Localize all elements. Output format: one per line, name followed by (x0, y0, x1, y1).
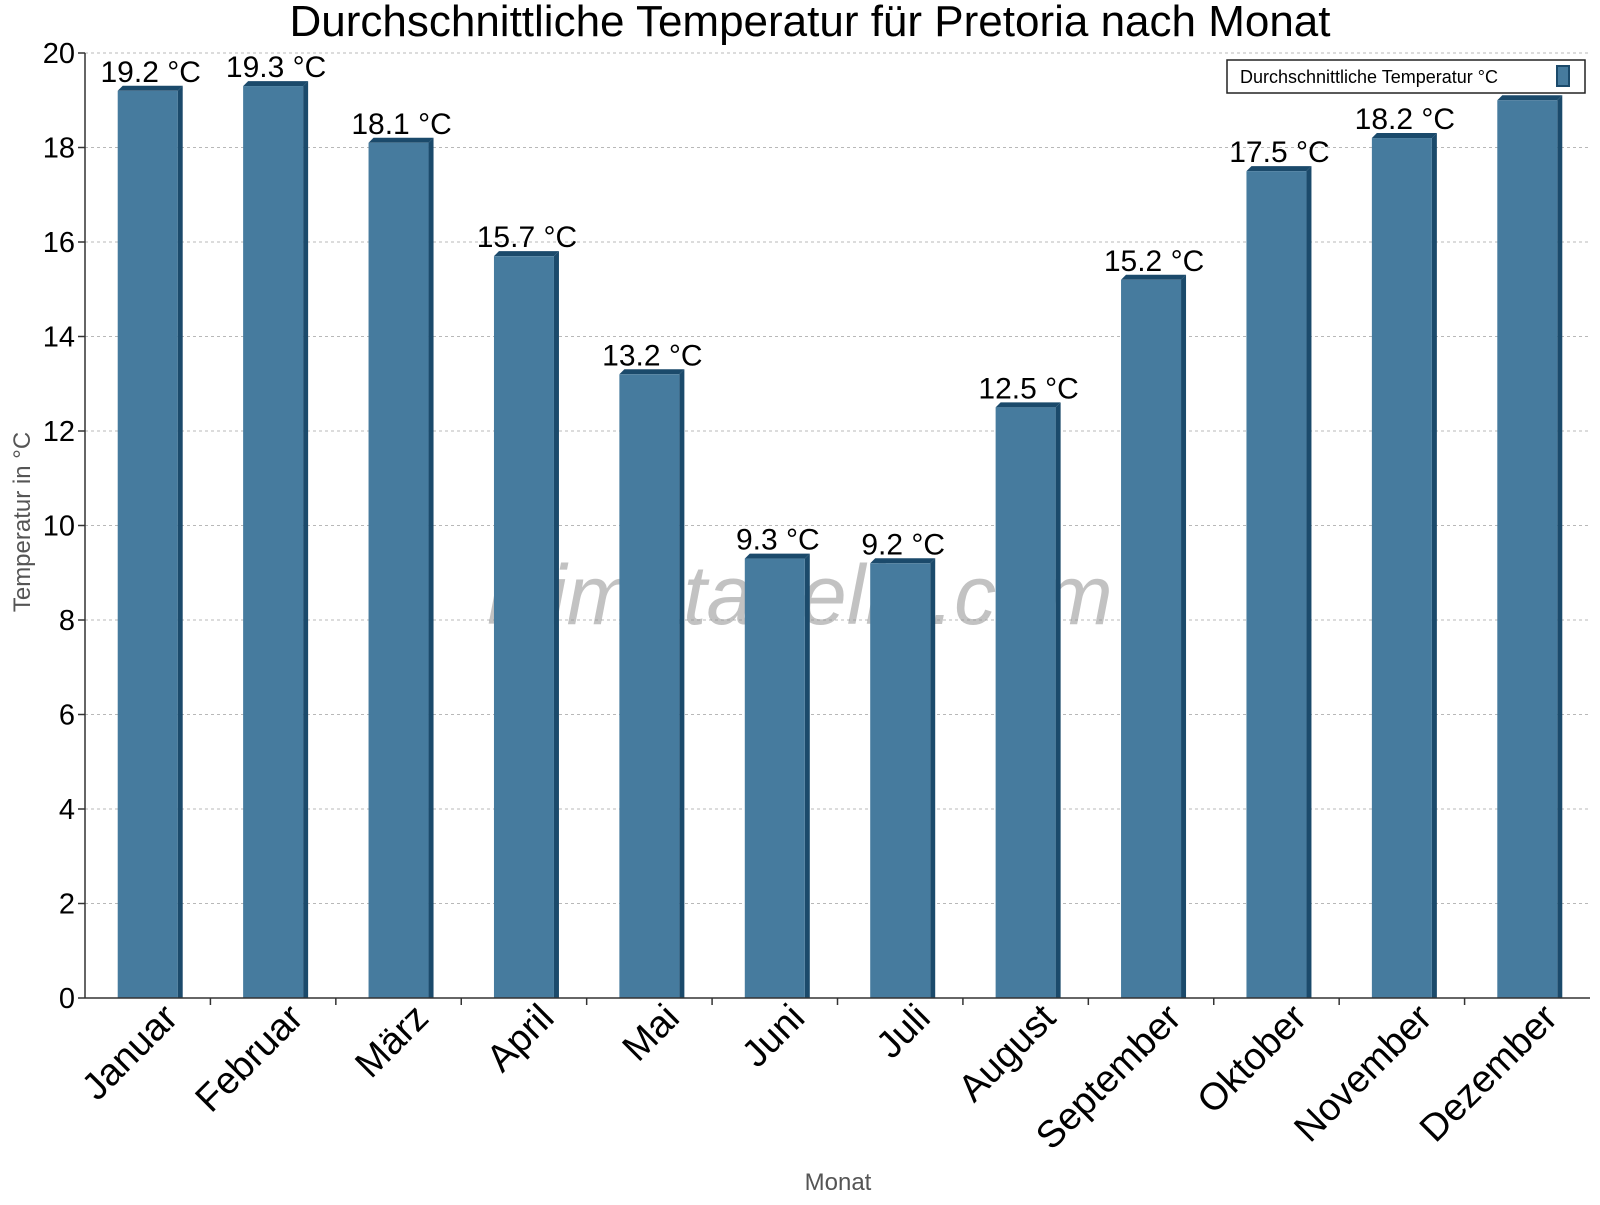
y-tick-label: 8 (59, 605, 75, 637)
bar-top (1246, 166, 1312, 172)
data-label: 19.3 °C (226, 51, 326, 84)
bar-top (368, 137, 434, 143)
bar-face (619, 374, 680, 998)
bar-9 (1121, 274, 1187, 998)
data-label: 9.2 °C (861, 528, 945, 561)
y-tick-label: 16 (43, 227, 75, 259)
bar-2 (243, 81, 309, 998)
data-label: 13.2 °C (602, 339, 702, 372)
bar-side (1181, 274, 1187, 998)
bar-top (744, 553, 810, 559)
y-tick-label: 14 (43, 322, 75, 354)
x-tick-label: August (951, 996, 1065, 1110)
bar-top (870, 558, 936, 564)
bar-face (243, 86, 304, 998)
bar-6 (744, 553, 810, 998)
data-label: 18.2 °C (1355, 103, 1455, 136)
y-tick-label: 0 (59, 983, 75, 1015)
x-tick-label: Oktober (1190, 996, 1316, 1122)
bar-3 (368, 137, 434, 998)
bar-side (177, 85, 183, 999)
y-tick-label: 12 (43, 416, 75, 448)
bar-face (368, 142, 429, 998)
data-label: 18.1 °C (351, 108, 451, 141)
bar-5 (619, 369, 685, 998)
x-tick-label: Mai (615, 997, 688, 1070)
bar-face (744, 558, 805, 998)
bar-face (1497, 100, 1558, 998)
bar-top (117, 85, 183, 91)
bar-side (1306, 166, 1312, 998)
bar-top (1497, 95, 1563, 101)
y-tick-label: 20 (43, 38, 75, 70)
bar-side (679, 369, 685, 998)
grid-lines (85, 52, 1590, 904)
y-tick-label: 18 (43, 133, 75, 165)
bars (117, 81, 1563, 999)
bar-top (1371, 133, 1437, 139)
bar-10 (1246, 166, 1312, 998)
data-label: 12.5 °C (978, 372, 1078, 405)
bar-1 (117, 85, 183, 999)
bar-face (493, 256, 554, 998)
x-tick-label: Dezember (1412, 996, 1566, 1150)
x-tick-label: März (347, 997, 436, 1086)
legend-label: Durchschnittliche Temperatur °C (1240, 67, 1498, 87)
bar-top (619, 369, 685, 375)
legend-box (1226, 59, 1586, 94)
x-tick-label: Januar (74, 996, 186, 1108)
data-label: 19.2 °C (101, 56, 201, 89)
bar-face (995, 407, 1056, 998)
x-tick-label: April (479, 997, 562, 1080)
bar-face (870, 563, 931, 998)
x-tick-label: Februar (188, 996, 312, 1120)
y-axis-label: Temperatur in °C (9, 432, 36, 612)
legend-swatch (1556, 65, 1570, 87)
bar-face (1371, 138, 1432, 999)
y-tick-label: 4 (59, 794, 75, 826)
bar-side (1557, 95, 1563, 998)
bar-face (117, 90, 178, 999)
bar-8 (995, 402, 1061, 998)
bar-top (995, 402, 1061, 408)
bar-side (553, 251, 559, 999)
bar-side (804, 553, 810, 998)
bar-side (1055, 402, 1061, 998)
legend: Durchschnittliche Temperatur °C (1226, 59, 1586, 94)
y-tick-label: 6 (59, 700, 75, 732)
data-label: 15.7 °C (477, 221, 577, 254)
bar-side (930, 558, 936, 998)
bar-7 (870, 558, 936, 998)
bar-face (1246, 171, 1307, 998)
data-label: 15.2 °C (1104, 245, 1204, 278)
data-labels: 19.2 °C 19.3 °C 18.1 °C 15.7 °C 13.2 °C 9.3 °… (101, 51, 1456, 561)
x-tick-label: Juli (869, 997, 939, 1067)
bar-top (1121, 274, 1187, 280)
x-tick-label: Juni (734, 997, 813, 1076)
bar-12 (1497, 95, 1563, 998)
x-axis-label: Monat (805, 1169, 872, 1196)
y-tick-label: 10 (43, 511, 75, 543)
data-label: 17.5 °C (1229, 136, 1329, 169)
bar-side (1431, 133, 1437, 999)
bar-11 (1371, 133, 1437, 999)
bar-side (303, 81, 309, 998)
y-tick-label: 2 (59, 889, 75, 921)
chart-title: Durchschnittliche Temperatur für Pretori… (289, 0, 1330, 46)
data-label: 9.3 °C (736, 524, 820, 557)
bar-side (428, 137, 434, 998)
bar-face (1121, 279, 1182, 998)
bar-4 (493, 251, 559, 999)
bar-top (243, 81, 309, 87)
bar-top (493, 251, 559, 257)
